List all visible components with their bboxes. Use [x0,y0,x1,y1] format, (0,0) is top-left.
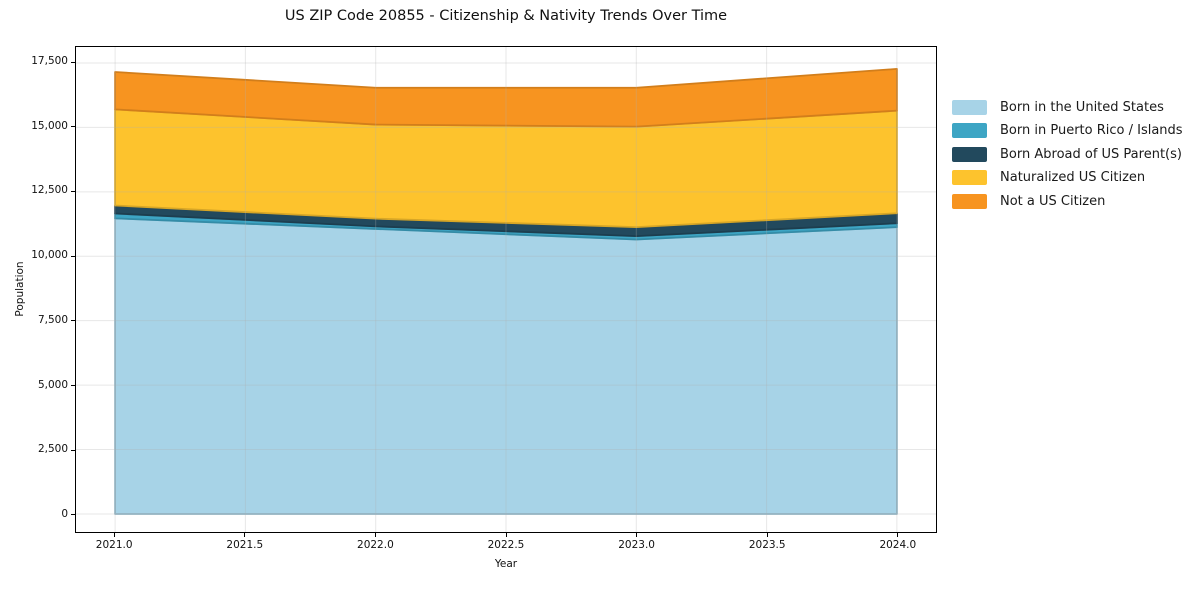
x-tick-mark [897,533,899,537]
y-tick-mark [71,514,75,516]
legend-label: Born Abroad of US Parent(s) [1000,146,1182,162]
y-axis-label: Population [14,261,26,317]
legend-swatch-icon [952,123,987,139]
legend-label: Born in Puerto Rico / Islands [1000,123,1183,139]
y-tick-label: 10,000 [31,249,68,262]
legend-item: Naturalized US Citizen [952,170,1183,186]
y-tick-label: 0 [61,507,68,520]
x-tick-mark [113,533,115,537]
x-tick-label: 2023.0 [618,539,655,551]
legend-swatch-icon [952,170,987,186]
chart-title: US ZIP Code 20855 - Citizenship & Nativi… [284,8,728,24]
legend-label: Naturalized US Citizen [1000,170,1146,186]
x-tick-label: 2024.0 [879,539,917,551]
legend-swatch-icon [952,193,987,209]
plot-area [75,46,937,533]
y-tick-mark [71,61,75,63]
x-tick-mark [374,533,376,537]
legend-item: Born in the United States [952,100,1183,115]
y-tick-mark [71,126,75,128]
x-tick-label: 2023.5 [748,539,786,551]
x-tick-label: 2022.5 [487,539,525,551]
x-tick-mark [766,533,768,537]
x-tick-mark [636,533,638,537]
legend-item: Born Abroad of US Parent(s) [952,146,1183,162]
y-tick-label: 7,500 [37,313,68,326]
x-tick-label: 2022.0 [357,539,394,551]
y-tick-label: 5,000 [37,378,68,391]
y-tick-label: 17,500 [31,55,68,68]
legend-swatch-icon [952,100,987,115]
area-series-not-a-us-citizen [114,68,898,128]
y-tick-label: 12,500 [31,184,68,197]
x-tick-label: 2021.0 [95,539,133,551]
legend-item: Not a US Citizen [952,193,1183,209]
y-tick-mark [71,385,75,386]
y-tick-mark [71,320,75,322]
x-tick-mark [244,533,246,537]
legend-swatch-icon [952,146,987,162]
x-axis-label: Year [494,558,518,570]
y-tick-mark [71,190,75,192]
legend-label: Not a US Citizen [1000,193,1106,209]
x-tick-label: 2021.5 [226,539,264,551]
legend-label: Born in the United States [1000,100,1164,115]
y-tick-label: 2,500 [37,443,68,456]
y-tick-label: 15,000 [31,119,68,132]
legend-item: Born in Puerto Rico / Islands [952,123,1183,139]
legend: Born in the United States Born in Puerto … [952,100,1183,217]
y-tick-mark [71,255,75,257]
stacked-area-svg [76,47,936,532]
x-tick-mark [505,533,507,537]
y-tick-mark [71,449,75,451]
